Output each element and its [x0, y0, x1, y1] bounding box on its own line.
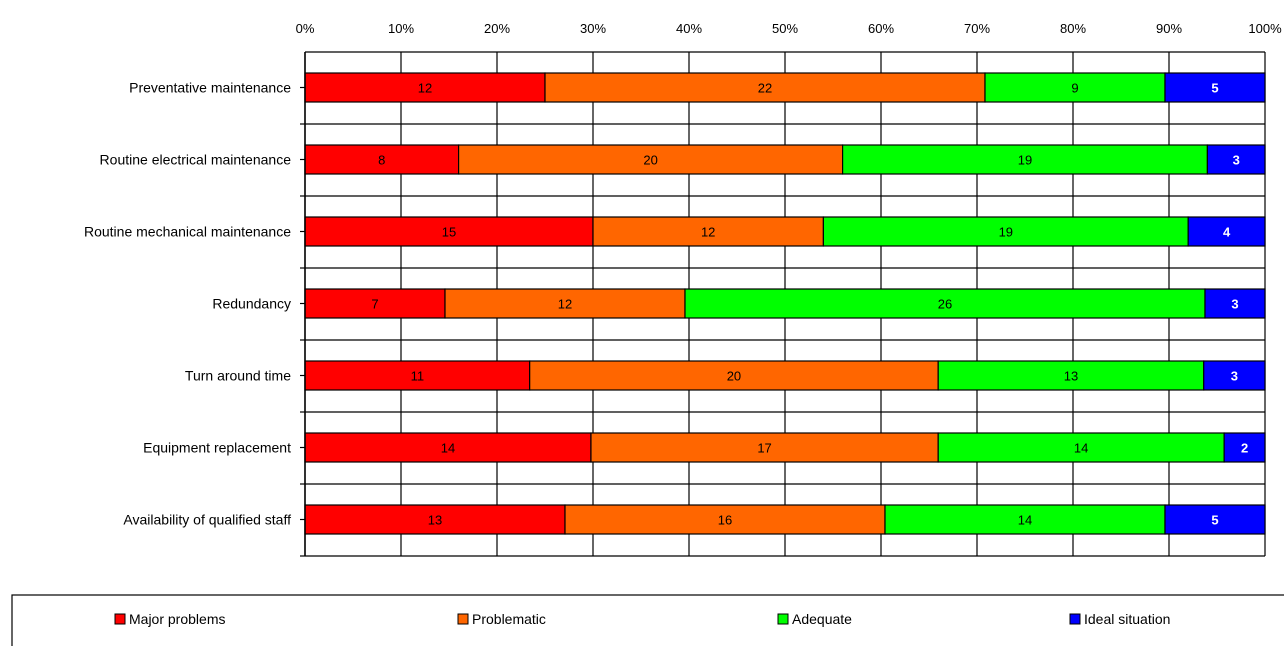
bar-segment: [937, 432, 1225, 463]
data-label: 14: [1074, 441, 1088, 456]
bar-segment: [529, 360, 939, 391]
category-label: Turn around time: [185, 368, 291, 384]
bar-segment: [684, 288, 1206, 319]
data-label: 4: [1223, 225, 1231, 240]
x-tick-label: 30%: [580, 21, 606, 36]
category-label: Routine mechanical maintenance: [84, 224, 291, 240]
legend: Major problems Problematic Adequate Ideal s…: [11, 594, 1284, 651]
bar-segment: [458, 144, 844, 175]
x-tick-label: 50%: [772, 21, 798, 36]
bar-segment: [304, 504, 566, 535]
bar-segment: [592, 216, 824, 247]
axis-layer: 0% 10% 20% 30% 40% 50% 60% 70% 80% 90% 100%: [296, 21, 1282, 557]
x-tick-label: 20%: [484, 21, 510, 36]
x-tick-label: 60%: [868, 21, 894, 36]
x-tick-label: 80%: [1060, 21, 1086, 36]
x-tick-label: 10%: [388, 21, 414, 36]
data-label: 20: [727, 369, 741, 384]
data-label: 14: [441, 441, 455, 456]
data-label: 19: [1018, 153, 1032, 168]
bar-segment: [1164, 504, 1266, 535]
data-label: 15: [442, 225, 456, 240]
bar-segment: [984, 72, 1166, 103]
legend-swatch: [1069, 613, 1081, 625]
data-label: 3: [1231, 297, 1238, 312]
legend-label: Major problems: [129, 611, 225, 627]
legend-label: Problematic: [472, 611, 546, 627]
x-tick-label: 100%: [1248, 21, 1282, 36]
bar-segment: [1223, 432, 1266, 463]
data-label: 14: [1018, 513, 1032, 528]
data-label: 17: [757, 441, 771, 456]
bar-segment: [841, 144, 1208, 175]
x-tick-label: 0%: [296, 21, 315, 36]
bar-segment: [564, 504, 886, 535]
labels-layer: Preventative maintenance 12 22 9 5 Routine el…: [84, 80, 1248, 528]
legend-swatch: [457, 613, 469, 625]
data-label: 12: [418, 81, 432, 96]
data-label: 3: [1231, 369, 1238, 384]
x-tick-label: 70%: [964, 21, 990, 36]
bar-segment: [884, 504, 1166, 535]
bar-segment: [304, 216, 594, 247]
legend-label: Ideal situation: [1084, 611, 1170, 627]
bar-segment: [822, 216, 1189, 247]
data-label: 12: [558, 297, 572, 312]
data-label: 16: [718, 513, 732, 528]
data-label: 13: [1064, 369, 1078, 384]
data-label: 13: [428, 513, 442, 528]
category-label: Equipment replacement: [143, 440, 291, 456]
data-label: 5: [1211, 513, 1218, 528]
x-tick-label: 90%: [1156, 21, 1182, 36]
bar-segment: [1203, 360, 1266, 391]
x-tick-label: 40%: [676, 21, 702, 36]
legend-swatch: [777, 613, 789, 625]
bar-segment: [304, 144, 460, 175]
data-label: 20: [643, 153, 657, 168]
category-label: Redundancy: [212, 296, 291, 312]
data-label: 8: [378, 153, 385, 168]
data-label: 22: [758, 81, 772, 96]
data-label: 26: [938, 297, 952, 312]
data-label: 5: [1211, 81, 1218, 96]
bar-segment: [304, 72, 546, 103]
data-label: 12: [701, 225, 715, 240]
bar-segment: [444, 288, 686, 319]
bar-segment: [1164, 72, 1266, 103]
data-label: 2: [1241, 441, 1248, 456]
bar-segment: [304, 432, 592, 463]
bars-layer: [304, 72, 1266, 535]
bar-segment: [544, 72, 986, 103]
bar-segment: [1204, 288, 1266, 319]
bar-segment: [1206, 144, 1266, 175]
category-label: Availability of qualified staff: [123, 512, 291, 528]
legend-label: Adequate: [792, 611, 852, 627]
data-label: 11: [411, 369, 425, 384]
legend-swatch: [114, 613, 126, 625]
data-label: 7: [371, 297, 378, 312]
data-label: 3: [1233, 153, 1240, 168]
grid-layer: [304, 51, 1266, 557]
bar-segment: [1187, 216, 1266, 247]
category-label: Routine electrical maintenance: [100, 152, 292, 168]
data-label: 9: [1071, 81, 1078, 96]
data-label: 19: [999, 225, 1013, 240]
category-label: Preventative maintenance: [129, 80, 291, 96]
